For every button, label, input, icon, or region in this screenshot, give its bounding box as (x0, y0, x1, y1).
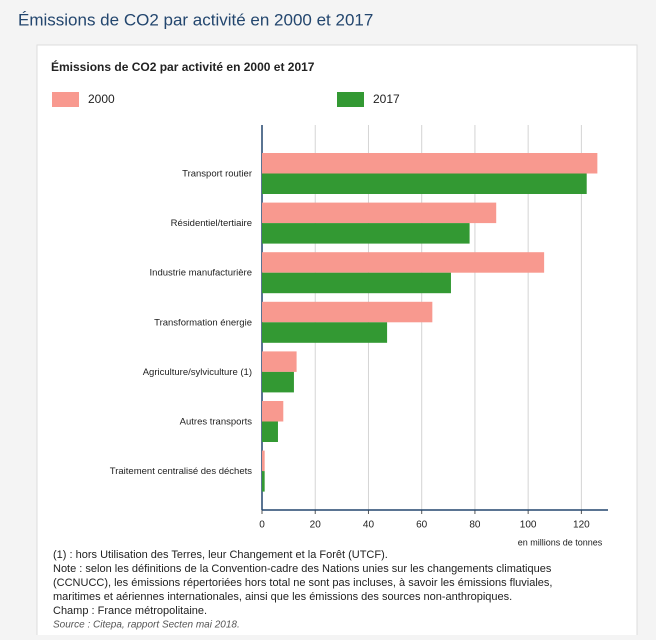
bar (262, 153, 598, 174)
note: maritimes et aériennes internationales, … (53, 591, 512, 603)
bar (262, 202, 497, 224)
page-title: Émissions de CO2 par activité en 2000 et… (18, 10, 373, 29)
bar (262, 450, 265, 472)
bar (262, 272, 451, 294)
bar (262, 401, 284, 422)
x-tick-label: 20 (310, 520, 322, 531)
bar (262, 371, 294, 393)
bar (262, 322, 388, 343)
x-axis-label: en millions de tonnes (518, 537, 603, 547)
y-tick-label: Résidentiel/tertiaire (171, 218, 252, 229)
legend-label: 2000 (88, 92, 115, 106)
legend-swatch (52, 92, 79, 107)
bar (262, 351, 297, 372)
bar (262, 223, 470, 244)
x-tick-label: 60 (416, 520, 428, 531)
bar (262, 301, 433, 323)
y-tick-label: Transport routier (182, 169, 252, 180)
note: (1) : hors Utilisation des Terres, leur … (53, 549, 388, 561)
bar (262, 471, 265, 492)
note: (CCNUCC), les émissions répertoriées hor… (53, 577, 552, 589)
y-tick-label: Agriculture/sylviculture (1) (143, 367, 252, 378)
x-tick-label: 80 (469, 520, 481, 531)
source: Source : Citepa, rapport Secten mai 2018… (53, 620, 240, 631)
note: Champ : France métropolitaine. (53, 605, 207, 617)
y-tick-label: Traitement centralisé des déchets (110, 466, 252, 477)
x-tick-label: 40 (363, 520, 375, 531)
y-tick-label: Industrie manufacturière (150, 268, 252, 279)
y-tick-label: Autres transports (180, 417, 253, 428)
bar (262, 252, 545, 273)
note: Note : selon les définitions de la Conve… (53, 563, 552, 575)
chart-title: Émissions de CO2 par activité en 2000 et… (51, 59, 315, 74)
y-tick-label: Transformation énergie (154, 317, 252, 328)
x-tick-label: 100 (520, 520, 537, 531)
legend-label: 2017 (373, 92, 400, 106)
x-tick-label: 0 (259, 520, 265, 531)
bar (262, 173, 587, 194)
legend-swatch (337, 92, 364, 107)
notes: (1) : hors Utilisation des Terres, leur … (53, 549, 552, 631)
bar (262, 421, 278, 442)
x-tick-label: 120 (573, 520, 590, 531)
